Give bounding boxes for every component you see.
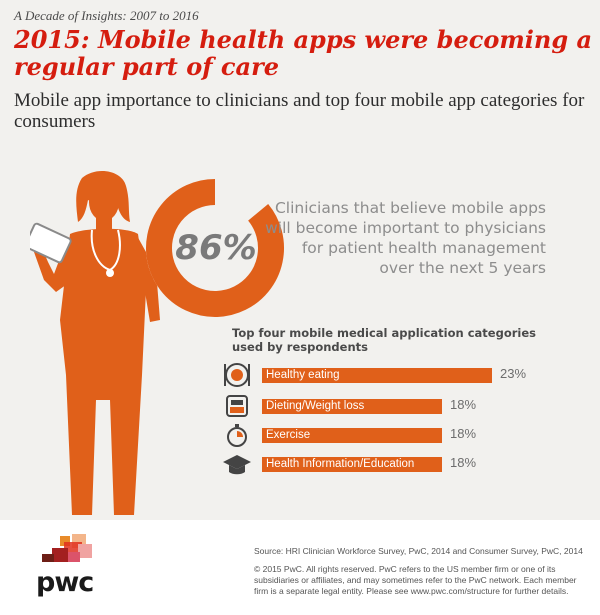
bar-value-label: 18% xyxy=(450,426,477,441)
copyright-note: © 2015 PwC. All rights reserved. PwC ref… xyxy=(254,564,577,596)
pwc-logo-text: pwc xyxy=(36,567,94,598)
kicker: A Decade of Insights: 2007 to 2016 xyxy=(14,8,199,23)
bar: Healthy eating xyxy=(262,368,492,383)
bar-value-label: 18% xyxy=(450,455,477,470)
pwc-logo-mark xyxy=(42,534,92,562)
bar: Exercise xyxy=(262,428,442,443)
bar-label: Exercise xyxy=(266,429,311,441)
bar-label: Dieting/Weight loss xyxy=(266,400,365,412)
percentage-ring xyxy=(146,179,284,317)
page-title: 2015: Mobile health apps were becoming a… xyxy=(14,25,593,81)
bar: Health Information/Education xyxy=(262,457,442,472)
bar-label: Health Information/Education xyxy=(266,458,415,470)
source-note: Source: HRI Clinician Workforce Survey, … xyxy=(254,546,583,556)
subtitle: Mobile app importance to clinicians and … xyxy=(14,90,585,132)
bar-row: Exercise 18% xyxy=(222,422,562,448)
bar-value-label: 18% xyxy=(450,397,477,412)
scale-icon xyxy=(226,395,248,417)
bar-row: Health Information/Education 18% xyxy=(222,451,562,477)
plate-icon xyxy=(224,363,250,387)
graduation-cap-icon xyxy=(223,455,251,475)
bar-label: Healthy eating xyxy=(266,369,340,381)
stat-description: Clinicians that believe mobile apps will… xyxy=(265,199,546,277)
footer xyxy=(0,520,600,615)
chart-title: Top four mobile medical application cate… xyxy=(232,326,536,354)
bar-row: Healthy eating 23% xyxy=(222,362,562,388)
bar-value-label: 23% xyxy=(500,366,527,381)
bar: Dieting/Weight loss xyxy=(262,399,442,414)
stopwatch-icon xyxy=(227,424,247,447)
clinician-silhouette-icon xyxy=(30,171,160,515)
bar-row: Dieting/Weight loss 18% xyxy=(222,393,562,419)
stat-value: 86% xyxy=(175,228,257,268)
